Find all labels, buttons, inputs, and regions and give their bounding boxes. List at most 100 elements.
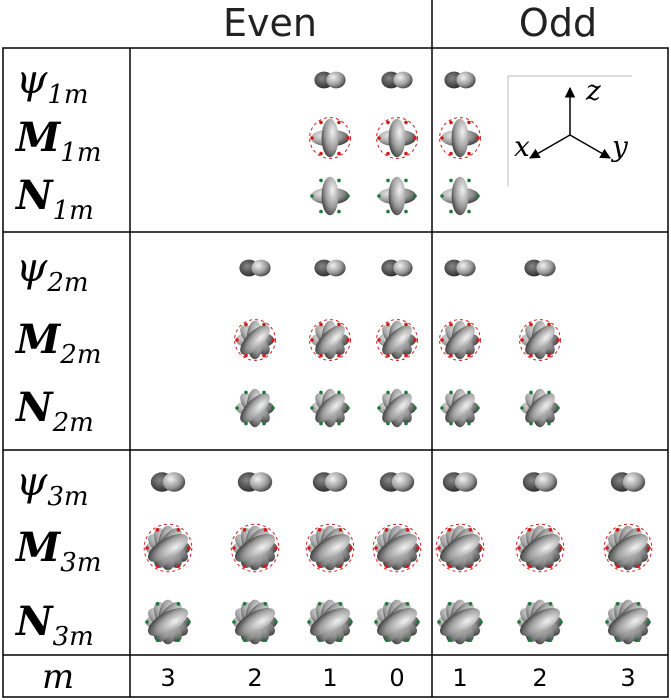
field-arrow	[406, 602, 410, 606]
field-arrow	[386, 422, 390, 426]
field-arrow	[310, 338, 314, 342]
field-arrow	[337, 152, 341, 156]
field-arrow	[386, 121, 390, 125]
harmonic-shape	[520, 388, 560, 427]
field-arrow	[529, 422, 533, 426]
lobe	[322, 119, 339, 157]
field-arrow	[244, 323, 248, 327]
field-arrow	[346, 194, 350, 198]
axis-x: x	[514, 130, 530, 163]
field-arrow	[467, 152, 471, 156]
row-label: M3m	[14, 524, 101, 578]
field-arrow	[549, 638, 553, 642]
row-subscript: 3m	[53, 622, 94, 652]
field-arrow	[374, 546, 378, 550]
field-arrow	[559, 620, 563, 624]
harmonic-shape	[373, 598, 422, 647]
field-arrow	[413, 406, 417, 410]
field-arrow	[262, 354, 266, 358]
harmonic-shape	[440, 320, 481, 361]
field-arrow	[274, 546, 278, 550]
field-arrow	[307, 546, 311, 550]
field-arrow	[386, 179, 390, 183]
field-arrow	[448, 638, 452, 642]
field-arrow	[404, 210, 408, 214]
field-arrow	[449, 179, 453, 183]
field-arrow	[386, 210, 390, 214]
field-arrow	[274, 620, 278, 624]
row-symbol: N	[14, 172, 54, 219]
odd-header: Odd	[519, 1, 597, 45]
field-arrow	[605, 620, 609, 624]
lobe	[452, 177, 469, 215]
field-arrow	[469, 638, 473, 642]
field-arrow	[319, 354, 323, 358]
field-arrow	[556, 406, 560, 410]
field-arrow	[177, 528, 181, 532]
field-arrow	[386, 354, 390, 358]
field-arrow	[547, 354, 551, 358]
field-arrow	[616, 564, 620, 568]
field-arrow	[529, 354, 533, 358]
field-arrow	[337, 121, 341, 125]
harmonic-shape	[436, 598, 485, 647]
field-arrow	[406, 528, 410, 532]
harmonic-shape	[377, 118, 418, 159]
field-arrow	[549, 564, 553, 568]
field-arrow	[413, 136, 417, 140]
harmonic-shape	[516, 598, 565, 647]
harmonic-shape	[604, 598, 653, 647]
field-arrow	[529, 323, 533, 327]
row-subscript: 2m	[46, 268, 88, 298]
field-arrow	[310, 194, 314, 198]
field-arrow	[637, 528, 641, 532]
field-arrow	[339, 528, 343, 532]
m-value: 1	[452, 664, 467, 692]
lobe	[392, 472, 414, 492]
field-arrow	[528, 564, 532, 568]
field-arrow	[349, 546, 353, 550]
field-arrow	[616, 638, 620, 642]
field-arrow	[385, 528, 389, 532]
harmonic-shape	[310, 118, 351, 159]
field-arrow	[318, 564, 322, 568]
field-arrow	[556, 338, 560, 342]
field-arrow	[374, 620, 378, 624]
field-arrow	[449, 354, 453, 358]
field-arrow	[404, 152, 408, 156]
field-arrow	[476, 194, 480, 198]
m-value: 2	[532, 664, 547, 692]
lobe	[535, 472, 557, 492]
lobe	[393, 72, 412, 89]
field-arrow	[476, 406, 480, 410]
lobe	[325, 472, 347, 492]
field-arrow	[647, 546, 651, 550]
field-arrow	[479, 620, 483, 624]
lobe	[251, 260, 270, 277]
row-symbol: ψ	[16, 57, 48, 103]
harmonic-shape	[377, 388, 417, 427]
m-value: 3	[620, 664, 635, 692]
field-arrow	[156, 638, 160, 642]
field-arrow	[469, 564, 473, 568]
field-arrow	[479, 546, 483, 550]
harmonic-shape	[377, 320, 418, 361]
even-header: Even	[223, 1, 317, 45]
field-arrow	[177, 602, 181, 606]
harmonic-shape	[440, 388, 480, 427]
row-subscript: 2m	[59, 340, 101, 370]
row-symbol: N	[14, 598, 54, 645]
harmonic-shape	[380, 472, 414, 492]
field-arrow	[318, 528, 322, 532]
field-arrow	[467, 354, 471, 358]
row-label: N3m	[14, 598, 94, 652]
field-arrow	[637, 564, 641, 568]
field-arrow	[467, 323, 471, 327]
field-arrow	[264, 602, 268, 606]
harmonic-shape	[231, 598, 280, 647]
row-symbol: M	[14, 316, 62, 363]
field-arrow	[469, 602, 473, 606]
field-arrow	[467, 210, 471, 214]
field-arrow	[319, 121, 323, 125]
field-arrow	[467, 121, 471, 125]
